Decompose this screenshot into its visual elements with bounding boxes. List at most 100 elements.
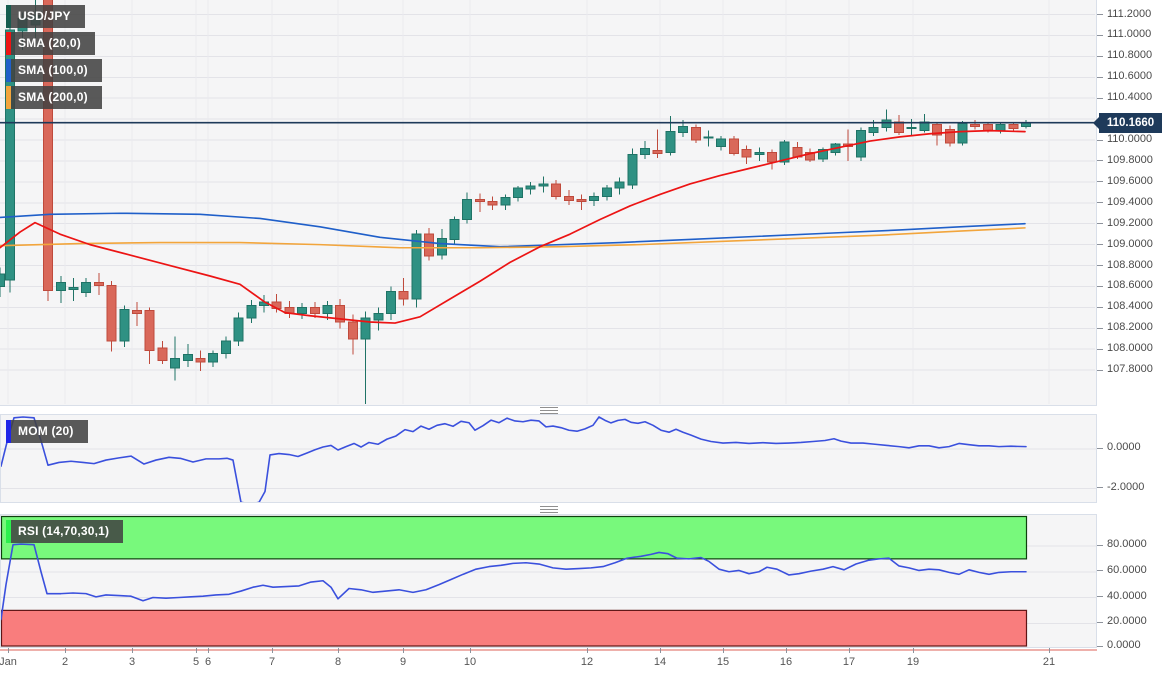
rsi-axis-tick: [1097, 621, 1103, 623]
price-axis-tick: [1097, 14, 1103, 15]
mom-legend-group: MOM (20): [6, 420, 88, 447]
price-axis-label: 111.0000: [1107, 28, 1152, 41]
price-axis-tick: [1097, 348, 1103, 350]
legend-sma20[interactable]: SMA (20,0): [6, 32, 95, 55]
time-axis-tick: [849, 648, 850, 653]
time-axis-tick: [403, 648, 404, 653]
legend-sma200[interactable]: SMA (200,0): [6, 86, 102, 109]
usdjpy-color-swatch: [6, 5, 11, 28]
price-axis-label: 110.4000: [1107, 91, 1153, 104]
time-axis-tick: [723, 648, 724, 653]
time-axis-tick: [660, 648, 661, 653]
sma20-color-swatch: [6, 32, 11, 55]
price-axis-tick: [1097, 55, 1103, 57]
time-axis-label: 14: [653, 656, 667, 668]
mom-axis-tick: [1097, 487, 1103, 488]
price-axis-tick: [1097, 181, 1103, 183]
current-price-badge: 110.1660: [1099, 113, 1162, 133]
price-axis-label: 110.0000: [1107, 133, 1153, 146]
mom-axis-tick: [1097, 447, 1103, 449]
time-axis-label: 2: [61, 656, 69, 668]
price-axis-label: 110.6000: [1107, 70, 1153, 83]
price-axis-label: 110.8000: [1107, 49, 1153, 62]
rsi-legend-group: RSI (14,70,30,1): [6, 520, 124, 547]
rsi-axis-label: 0.0000: [1107, 639, 1141, 651]
price-axis-label: 108.2000: [1107, 321, 1153, 334]
rsi-panel: [0, 514, 1097, 648]
momentum-panel: [0, 414, 1097, 503]
rsi-axis-tick: [1097, 544, 1103, 546]
price-axis-tick: [1097, 223, 1103, 225]
sma100-color-swatch: [6, 59, 11, 82]
rsi-zero-baseline: [0, 649, 1097, 651]
rsi-axis-label: 60.0000: [1107, 563, 1147, 576]
time-axis-tick: [8, 648, 9, 653]
mom-axis-label: 0.0000: [1107, 441, 1141, 453]
panel-resize-handle-top[interactable]: [540, 407, 558, 415]
price-axis-tick: [1097, 306, 1103, 308]
time-axis-label: 3: [128, 656, 136, 668]
main-price-panel: [0, 0, 1097, 406]
price-axis-tick: [1097, 202, 1103, 204]
price-axis-tick: [1097, 244, 1103, 246]
time-axis-tick: [272, 648, 273, 653]
rsi-color-swatch: [6, 520, 11, 543]
time-axis-tick: [1049, 648, 1050, 653]
price-axis-label: 107.8000: [1107, 363, 1153, 376]
panel-resize-handle-bottom[interactable]: [540, 506, 558, 514]
price-axis-tick: [1097, 327, 1103, 329]
rsi-axis-tick: [1097, 596, 1103, 597]
time-axis-tick: [470, 648, 471, 653]
time-axis-tick: [132, 648, 133, 653]
main-legend-group: USD/JPY SMA (20,0) SMA (100,0) SMA (200,…: [6, 5, 102, 113]
time-axis-label: 12: [580, 656, 594, 668]
time-axis-label: 16: [779, 656, 793, 668]
legend-rsi[interactable]: RSI (14,70,30,1): [6, 520, 124, 543]
momentum-chart-canvas[interactable]: [1, 415, 1096, 502]
legend-usdjpy-label: USD/JPY: [18, 9, 71, 23]
time-axis-label: Jan: [0, 656, 17, 668]
price-axis-label: 109.2000: [1107, 216, 1153, 229]
price-axis-tick: [1097, 139, 1103, 141]
time-axis-label: 17: [842, 656, 856, 668]
price-axis-label: 108.8000: [1107, 258, 1153, 271]
price-axis-tick: [1097, 265, 1103, 267]
legend-sma100-label: SMA (100,0): [18, 63, 88, 77]
time-axis-label: 9: [399, 656, 407, 668]
time-axis-tick: [338, 648, 339, 653]
time-axis-label: 15: [716, 656, 730, 668]
price-axis-tick: [1097, 97, 1103, 99]
price-badge-arrow: [1093, 117, 1099, 129]
legend-mom[interactable]: MOM (20): [6, 420, 88, 443]
legend-rsi-label: RSI (14,70,30,1): [18, 524, 110, 538]
legend-usdjpy[interactable]: USD/JPY: [6, 5, 85, 28]
rsi-axis-tick: [1097, 645, 1103, 647]
price-axis-label: 108.6000: [1107, 279, 1153, 292]
price-axis-label: 108.0000: [1107, 342, 1153, 355]
time-axis-label: 19: [906, 656, 920, 668]
price-axis-tick: [1097, 285, 1103, 287]
legend-sma100[interactable]: SMA (100,0): [6, 59, 102, 82]
price-axis-label: 108.4000: [1107, 300, 1153, 313]
time-axis-label: 7: [268, 656, 276, 668]
price-axis-tick: [1097, 369, 1103, 371]
time-axis-tick: [913, 648, 914, 653]
time-axis-tick: [786, 648, 787, 653]
rsi-axis-tick: [1097, 570, 1103, 572]
time-axis-label: 10: [463, 656, 477, 668]
price-axis-tick: [1097, 160, 1103, 162]
price-axis-tick: [1097, 34, 1103, 36]
time-axis-label: 21: [1042, 656, 1056, 668]
mom-axis-label: -2.0000: [1107, 480, 1145, 493]
time-axis-tick: [587, 648, 588, 653]
legend-sma20-label: SMA (20,0): [18, 36, 81, 50]
price-axis-tick: [1097, 76, 1103, 78]
time-axis-label: 5: [192, 656, 200, 668]
rsi-chart-canvas[interactable]: [1, 515, 1096, 647]
time-axis-tick: [65, 648, 66, 653]
rsi-axis-label: 40.0000: [1107, 589, 1147, 602]
main-price-chart-canvas[interactable]: [0, 0, 1095, 404]
legend-sma200-label: SMA (200,0): [18, 90, 88, 104]
price-axis-label: 109.8000: [1107, 153, 1153, 166]
price-axis-label: 109.0000: [1107, 237, 1153, 250]
